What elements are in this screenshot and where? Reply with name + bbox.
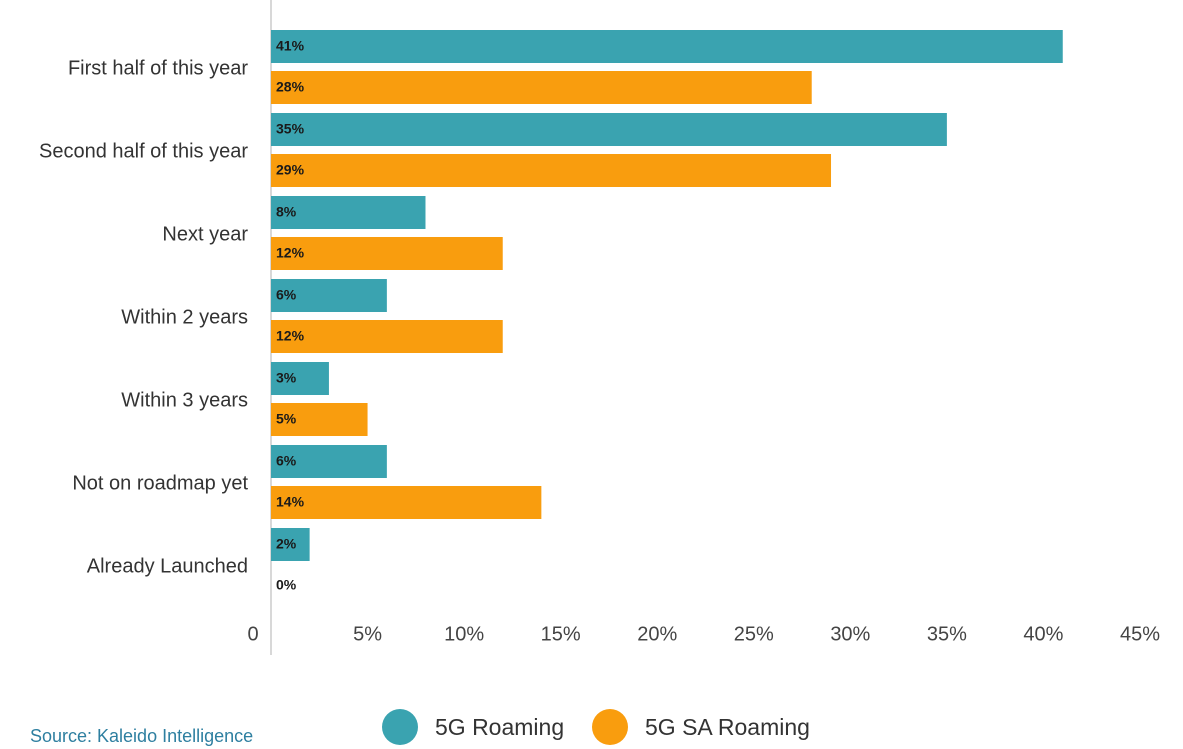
value-label: 6% bbox=[276, 453, 297, 469]
legend-label: 5G Roaming bbox=[435, 714, 564, 740]
x-tick-label: 35% bbox=[927, 623, 967, 645]
legend-label: 5G SA Roaming bbox=[645, 714, 810, 740]
x-tick-label: 20% bbox=[637, 623, 677, 645]
bar bbox=[271, 403, 368, 436]
category-label: Within 2 years bbox=[121, 306, 248, 328]
value-label: 14% bbox=[276, 494, 305, 510]
bar bbox=[271, 113, 947, 146]
category-label: Second half of this year bbox=[39, 140, 248, 162]
source: Source: Kaleido Intelligence bbox=[30, 726, 253, 746]
x-tick-label: 15% bbox=[541, 623, 581, 645]
bar bbox=[271, 71, 812, 104]
category-label: Not on roadmap yet bbox=[72, 472, 248, 494]
value-label: 3% bbox=[276, 370, 297, 386]
bar bbox=[271, 30, 1063, 63]
value-label: 6% bbox=[276, 287, 297, 303]
value-label: 29% bbox=[276, 162, 305, 178]
value-label: 2% bbox=[276, 536, 297, 552]
bar bbox=[271, 445, 387, 478]
x-tick-label: 40% bbox=[1023, 623, 1063, 645]
bar bbox=[271, 196, 426, 229]
bar bbox=[271, 528, 310, 561]
bar bbox=[271, 279, 387, 312]
category-label: Already Launched bbox=[87, 555, 248, 577]
x-tick-label: 5% bbox=[353, 623, 382, 645]
category-label: First half of this year bbox=[68, 57, 248, 79]
value-label: 0% bbox=[276, 577, 297, 593]
value-label: 12% bbox=[276, 328, 305, 344]
x-tick-label: 30% bbox=[830, 623, 870, 645]
bar bbox=[271, 320, 503, 353]
legend-swatch bbox=[592, 709, 628, 745]
x-tick-label: 0 bbox=[247, 623, 258, 645]
value-label: 41% bbox=[276, 38, 305, 54]
value-label: 28% bbox=[276, 79, 305, 95]
value-label: 12% bbox=[276, 245, 305, 261]
bar bbox=[271, 362, 329, 395]
category-label: Within 3 years bbox=[121, 389, 248, 411]
value-label: 35% bbox=[276, 121, 305, 137]
bar bbox=[271, 154, 832, 187]
value-label: 8% bbox=[276, 204, 297, 220]
bar bbox=[271, 486, 542, 519]
value-label: 5% bbox=[276, 411, 297, 427]
bar bbox=[271, 237, 503, 270]
legend-swatch bbox=[382, 709, 418, 745]
x-tick-label: 10% bbox=[444, 623, 484, 645]
category-label: Next year bbox=[162, 223, 248, 245]
x-tick-label: 25% bbox=[734, 623, 774, 645]
x-tick-label: 45% bbox=[1120, 623, 1160, 645]
